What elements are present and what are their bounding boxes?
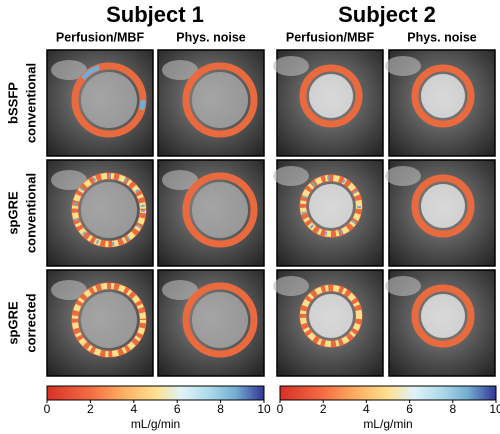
row-label: corrected (23, 293, 38, 352)
colorbar-tick-label: 2 (320, 402, 327, 416)
tissue (162, 280, 198, 300)
blood-pool (192, 72, 248, 128)
row-label: spGRE (5, 301, 20, 345)
colorbar-tick-label: 4 (363, 402, 370, 416)
mri-panel (273, 49, 384, 157)
colorbar-tick-label: 0 (277, 402, 284, 416)
row-label: conventional (23, 63, 38, 143)
subject-title: Subject 1 (106, 2, 204, 27)
myocardium-ring (411, 174, 475, 238)
blood-pool (192, 292, 248, 348)
myocardium-ring (411, 64, 475, 128)
ring-variation (300, 285, 362, 347)
blood-pool (81, 72, 137, 128)
blood-pool (309, 74, 353, 118)
ring-variation (301, 176, 361, 236)
blood-pool (309, 184, 353, 228)
blood-pool (421, 184, 465, 228)
tissue (273, 276, 309, 296)
blood-pool (421, 74, 465, 118)
tissue (273, 166, 309, 186)
ring-variation (72, 283, 146, 357)
tissue (385, 276, 421, 296)
tissue (162, 170, 198, 190)
mri-panel (385, 159, 496, 267)
tissue (385, 166, 421, 186)
mri-panel (385, 269, 496, 377)
colorbar-tick-label: 6 (174, 402, 181, 416)
column-header: Phys. noise (176, 30, 246, 44)
tissue (385, 56, 421, 76)
row-label: bSSFP (5, 82, 20, 124)
myocardium-ring (182, 62, 258, 138)
blood-pool (81, 292, 137, 348)
colorbar (279, 385, 497, 401)
mri-panel (46, 269, 154, 377)
mri-panel (157, 159, 265, 267)
blood-pool (309, 294, 353, 338)
colorbar-label: mL/g/min (363, 417, 412, 431)
row-label: conventional (23, 173, 38, 253)
tissue (51, 280, 87, 300)
row-label: spGRE (5, 191, 20, 235)
ring-variation (72, 63, 146, 137)
colorbar-tick-label: 10 (489, 402, 500, 416)
tissue (273, 56, 309, 76)
mri-panel (385, 49, 496, 157)
colorbar-tick-label: 10 (257, 402, 271, 416)
column-header: Phys. noise (407, 30, 477, 44)
colorbar-tick-label: 2 (87, 402, 94, 416)
colorbar-label: mL/g/min (131, 417, 180, 431)
mri-panel (273, 269, 384, 377)
blood-pool (81, 182, 137, 238)
colorbar (46, 385, 265, 401)
colorbar-tick-label: 0 (44, 402, 51, 416)
mri-panel (157, 269, 265, 377)
blood-pool (192, 182, 248, 238)
colorbar-tick-label: 4 (130, 402, 137, 416)
mri-panel (157, 49, 265, 157)
column-header: Perfusion/MBF (56, 30, 145, 44)
colorbar-tick-label: 8 (449, 402, 456, 416)
colorbar-tick-label: 8 (217, 402, 224, 416)
mri-panel (273, 159, 384, 267)
colorbar-tick-label: 6 (406, 402, 413, 416)
mri-panel (46, 159, 154, 267)
myocardium-ring (411, 284, 475, 348)
tissue (51, 60, 87, 80)
column-header: Perfusion/MBF (286, 30, 375, 44)
tissue (162, 60, 198, 80)
myocardium-ring (299, 64, 363, 128)
myocardium-ring (182, 172, 258, 248)
mri-panel (46, 49, 154, 157)
blood-pool (421, 294, 465, 338)
subject-title: Subject 2 (338, 2, 436, 27)
tissue (51, 170, 87, 190)
ring-variation (73, 174, 145, 246)
myocardium-ring (182, 282, 258, 358)
